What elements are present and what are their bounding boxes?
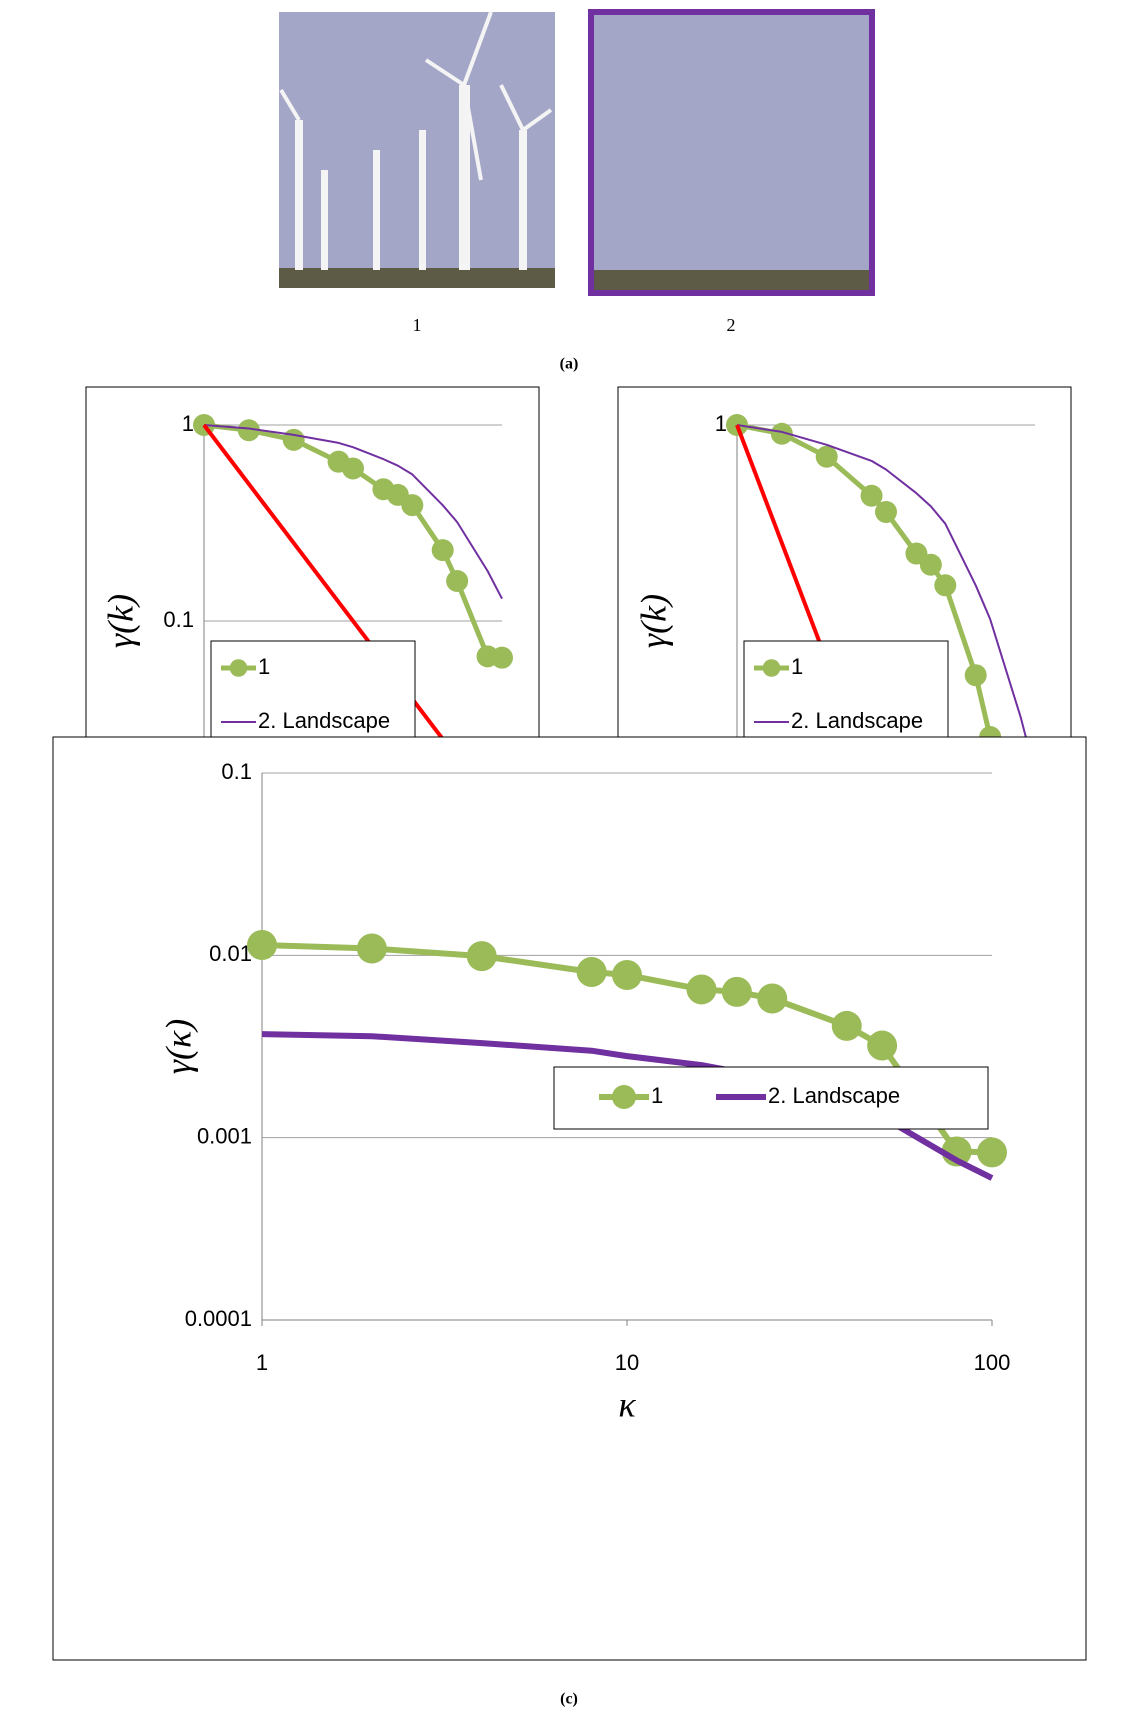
marker xyxy=(356,933,387,964)
marker xyxy=(964,664,987,687)
marker xyxy=(919,553,942,576)
photo-ground xyxy=(594,270,869,290)
marker xyxy=(401,494,424,517)
y-tick-label: 0.001 xyxy=(197,1123,252,1148)
y-tick-label: 0.0001 xyxy=(185,1306,252,1331)
marker xyxy=(875,500,897,523)
y-axis-label: γ(k) xyxy=(633,594,673,648)
marker xyxy=(282,428,305,451)
y-tick-label: 1 xyxy=(715,411,727,436)
marker xyxy=(431,539,454,562)
y-axis-label: γ(κ) xyxy=(158,1019,198,1074)
photo xyxy=(588,9,875,296)
marker xyxy=(831,1010,862,1041)
series-line xyxy=(736,424,1036,773)
series-line xyxy=(261,942,993,1156)
marker xyxy=(977,1137,1007,1168)
marker xyxy=(860,484,883,507)
marker xyxy=(721,976,752,1007)
photo xyxy=(279,11,555,288)
x-tick-label: 10 xyxy=(615,1350,639,1375)
legend-marker xyxy=(762,659,781,677)
image-label: 2 xyxy=(727,315,736,335)
legend-label: 2. Landscape xyxy=(791,708,923,733)
legend-marker xyxy=(229,659,248,677)
chart: 0.0001 0.001 0.01 0.1 1 10 100 κ γ(κ) 1 2. Landsca… xyxy=(52,736,1087,1661)
marker xyxy=(934,574,957,597)
legend-label: 1 xyxy=(791,654,803,679)
y-tick-label: 0.01 xyxy=(209,941,252,966)
marker xyxy=(770,422,793,445)
chart-frame xyxy=(52,736,1087,1661)
legend-marker xyxy=(612,1085,636,1109)
marker xyxy=(612,960,642,991)
photo-sky xyxy=(588,9,875,296)
series-line xyxy=(735,424,889,817)
marker xyxy=(815,445,838,468)
marker xyxy=(576,957,607,988)
legend-label: 2. Landscape xyxy=(258,708,390,733)
x-axis-label: κ xyxy=(618,1384,636,1424)
y-axis-label: γ(k) xyxy=(100,594,140,648)
marker xyxy=(491,646,513,669)
x-tick-label: 100 xyxy=(974,1350,1011,1375)
y-tick-label: 1 xyxy=(182,411,194,436)
figure-body: 1 2 (a) 0.010.11110100kγ(k)12. Landscape… xyxy=(52,9,1087,1708)
marker xyxy=(757,983,788,1014)
y-tick-label: 0.1 xyxy=(163,607,194,632)
marker xyxy=(446,569,469,592)
marker xyxy=(867,1030,898,1061)
y-tick-label: 0.1 xyxy=(221,759,252,784)
legend-label: 1 xyxy=(651,1083,663,1108)
image-label: 1 xyxy=(413,315,422,335)
marker xyxy=(237,419,260,442)
series-line xyxy=(203,424,503,600)
photo-ground xyxy=(279,268,555,288)
photo-blades xyxy=(279,11,553,181)
photo-sky xyxy=(279,12,555,288)
caption: (a) xyxy=(560,356,579,373)
marker xyxy=(466,941,497,972)
legend-label: 1 xyxy=(258,654,270,679)
x-tick-label: 1 xyxy=(256,1350,268,1375)
photo-turbines xyxy=(295,85,527,270)
marker xyxy=(247,929,277,960)
legend-label: 2. Landscape xyxy=(768,1083,900,1108)
marker xyxy=(686,974,717,1005)
marker xyxy=(342,457,364,480)
caption: (c) xyxy=(560,1691,578,1708)
